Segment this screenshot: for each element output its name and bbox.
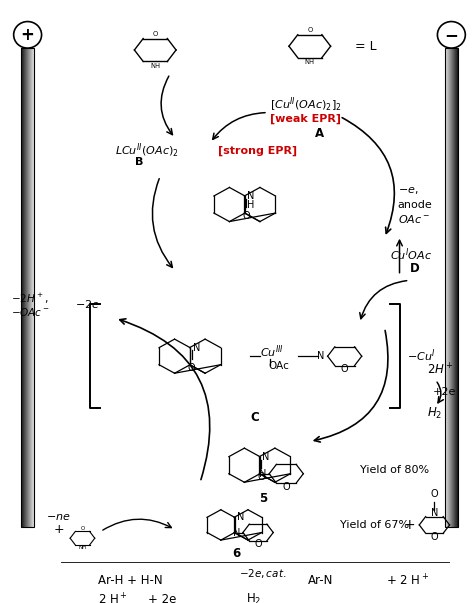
Text: O: O xyxy=(430,532,438,541)
Text: $2H^+$: $2H^+$ xyxy=(428,363,454,378)
Text: $H_2$: $H_2$ xyxy=(428,405,443,421)
Text: O: O xyxy=(153,31,158,37)
Text: $-2H^+,$: $-2H^+,$ xyxy=(11,292,48,306)
Text: NH: NH xyxy=(78,545,87,550)
Text: O: O xyxy=(254,539,262,549)
Text: 5: 5 xyxy=(259,492,267,505)
Text: N: N xyxy=(262,452,270,462)
Text: Ar-H + H-N: Ar-H + H-N xyxy=(99,574,163,587)
Text: $-e,$: $-e,$ xyxy=(398,185,418,196)
Text: NH: NH xyxy=(305,59,315,65)
Text: O: O xyxy=(430,489,438,499)
Text: [strong EPR]: [strong EPR] xyxy=(218,145,297,156)
Text: NH: NH xyxy=(150,63,160,69)
Text: anode: anode xyxy=(398,200,432,209)
Text: O: O xyxy=(341,364,348,374)
Text: $-2e$: $-2e$ xyxy=(75,298,100,310)
Text: O: O xyxy=(257,472,265,482)
Text: $OAc^-$: $OAc^-$ xyxy=(398,213,429,225)
Text: Yield of 80%: Yield of 80% xyxy=(360,465,429,475)
Bar xyxy=(21,48,34,527)
Text: C: C xyxy=(251,411,259,425)
Text: −: − xyxy=(445,26,458,44)
Text: +: + xyxy=(21,26,35,44)
Text: O: O xyxy=(307,27,312,33)
Bar xyxy=(445,48,458,527)
Text: O: O xyxy=(80,526,84,531)
Text: = L: = L xyxy=(355,40,376,52)
Text: +: + xyxy=(53,523,64,536)
Text: +: + xyxy=(404,518,415,532)
Text: N: N xyxy=(247,191,255,201)
Text: + 2e: + 2e xyxy=(148,593,177,603)
Text: Yield of 67%: Yield of 67% xyxy=(340,520,409,530)
Text: N: N xyxy=(192,343,200,353)
Text: H$_2$: H$_2$ xyxy=(246,592,261,603)
Text: H: H xyxy=(247,200,255,210)
Text: OAc: OAc xyxy=(268,361,289,371)
Text: D: D xyxy=(410,262,419,274)
Text: +2e: +2e xyxy=(432,387,456,397)
Text: N: N xyxy=(317,351,325,361)
Text: Ar-N: Ar-N xyxy=(308,574,333,587)
Text: $-2e, cat.$: $-2e, cat.$ xyxy=(239,567,287,579)
Text: N: N xyxy=(259,469,266,479)
Text: $[Cu^{II}(OAc)_2]_2$: $[Cu^{II}(OAc)_2]_2$ xyxy=(270,96,342,114)
Text: O: O xyxy=(188,363,195,373)
Text: $Cu^{III}$: $Cu^{III}$ xyxy=(260,343,284,360)
Text: B: B xyxy=(135,157,144,167)
Text: A: A xyxy=(315,127,324,140)
Text: N: N xyxy=(237,513,245,522)
Text: + 2 H$^+$: + 2 H$^+$ xyxy=(385,573,429,589)
Text: $-OAc^-$: $-OAc^-$ xyxy=(11,306,49,318)
Text: 6: 6 xyxy=(232,547,240,560)
Text: $Cu^IOAc$: $Cu^IOAc$ xyxy=(390,247,432,263)
Text: $-ne$: $-ne$ xyxy=(46,513,71,522)
Text: [weak EPR]: [weak EPR] xyxy=(270,114,341,124)
Text: 2 H$^+$: 2 H$^+$ xyxy=(99,592,128,603)
Text: $-Cu^I$: $-Cu^I$ xyxy=(408,348,436,364)
Text: N: N xyxy=(431,508,438,518)
Text: $LCu^{II}(OAc)_2$: $LCu^{II}(OAc)_2$ xyxy=(115,141,179,160)
Text: N: N xyxy=(233,528,240,537)
Text: O: O xyxy=(283,482,290,492)
Text: O: O xyxy=(243,211,250,221)
